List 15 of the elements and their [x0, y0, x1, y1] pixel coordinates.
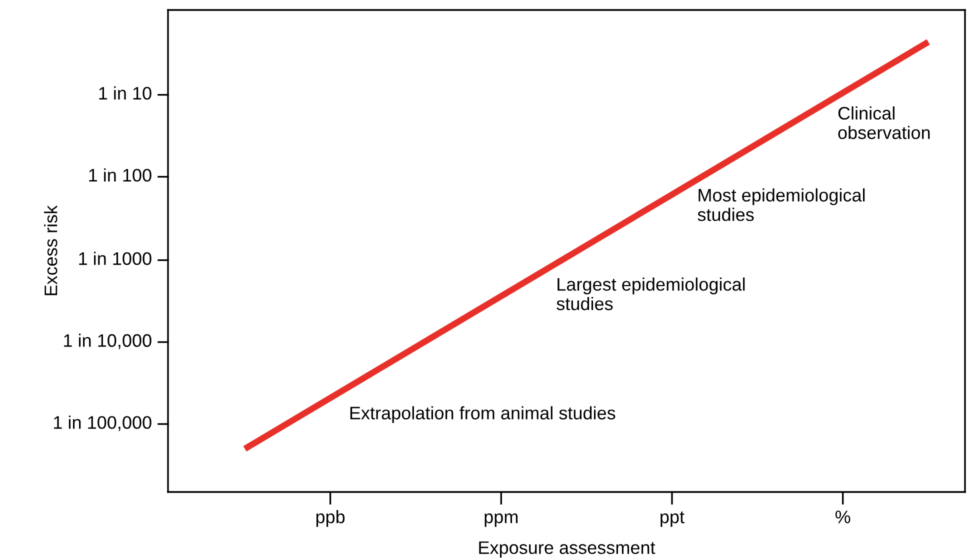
annotation: Extrapolation from animal studies	[350, 406, 616, 424]
x-tick-label: ppm	[484, 513, 518, 527]
text: Excess risk	[44, 205, 58, 296]
annotation: Clinical observation	[838, 106, 930, 140]
text: 1 in 100,000	[54, 416, 152, 432]
x-tick-label: %	[835, 510, 850, 524]
text: 1 in 100	[89, 168, 152, 182]
annotation: Most epidemiological studies	[698, 188, 865, 222]
x-tick-label: ppt	[660, 511, 684, 527]
annotation: Largest epidemiological studies	[556, 278, 745, 310]
text: 1 in 10	[99, 86, 152, 100]
x-axis-title: Exposure assessment	[479, 541, 656, 558]
x-tick-label: ppb	[316, 510, 345, 527]
text: 1 in 1000	[79, 252, 152, 266]
text: 1 in 10,000	[64, 334, 152, 350]
